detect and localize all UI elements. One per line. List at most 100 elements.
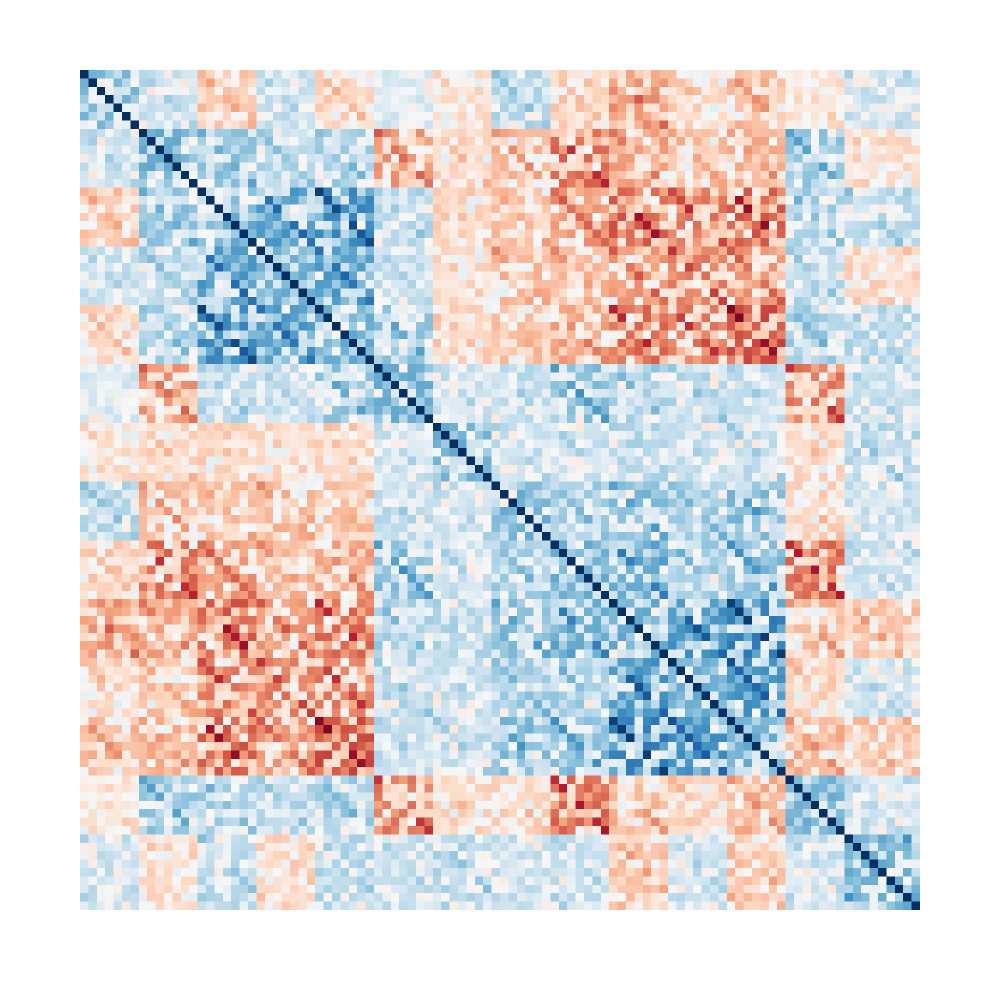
heatmap-cell (264, 414, 274, 424)
heatmap-cell (752, 322, 761, 331)
heatmap-cell (592, 170, 602, 180)
heatmap-cell (869, 431, 879, 440)
heatmap-cell (491, 254, 501, 264)
heatmap-cell (911, 204, 920, 214)
heatmap-cell (550, 448, 560, 457)
heatmap-cell (592, 238, 602, 247)
heatmap-cell (768, 464, 778, 474)
heatmap-cell (777, 221, 786, 230)
heatmap-cell (894, 473, 904, 482)
heatmap-cell (575, 355, 585, 365)
heatmap-cell (189, 263, 198, 272)
heatmap-cell (617, 120, 627, 130)
heatmap-cell (836, 414, 845, 424)
heatmap-cell (516, 254, 526, 264)
heatmap-cell (315, 338, 324, 348)
heatmap-cell (836, 246, 845, 256)
heatmap-cell (760, 481, 770, 491)
heatmap-cell (390, 422, 400, 432)
heatmap-cell (802, 162, 812, 172)
heatmap-cell (147, 78, 156, 88)
heatmap-cell (869, 397, 879, 407)
heatmap-cell (668, 112, 677, 121)
heatmap-cell (315, 120, 324, 130)
heatmap-cell (542, 212, 551, 222)
heatmap-cell (600, 288, 610, 298)
heatmap-cell (491, 271, 501, 281)
heatmap-cell (718, 406, 728, 415)
heatmap-cell (668, 238, 677, 247)
heatmap-cell (214, 305, 224, 314)
heatmap-cell (323, 338, 333, 348)
heatmap-cell (424, 221, 434, 230)
heatmap-cell (844, 229, 854, 239)
heatmap-cell (684, 473, 694, 482)
heatmap-cell (222, 406, 232, 415)
heatmap-cell (659, 406, 669, 415)
heatmap-diagonal-cell (416, 406, 425, 415)
heatmap-cell (777, 422, 786, 432)
heatmap-cell (474, 179, 484, 188)
heatmap-cell (634, 128, 644, 138)
heatmap-cell (642, 238, 652, 247)
heatmap-cell (180, 330, 190, 340)
heatmap-cell (600, 196, 610, 205)
heatmap-cell (248, 212, 257, 222)
heatmap-cell (449, 103, 459, 113)
heatmap-cell (735, 338, 744, 348)
heatmap-cell (726, 347, 736, 356)
heatmap-cell (651, 254, 660, 264)
heatmap-cell (290, 95, 299, 104)
heatmap-cell (827, 154, 837, 163)
heatmap-cell (575, 414, 585, 424)
heatmap-cell (701, 473, 711, 482)
heatmap-cell (449, 145, 459, 155)
heatmap-cell (155, 263, 165, 272)
heatmap-cell (441, 103, 450, 113)
heatmap-cell (80, 431, 89, 440)
heatmap-cell (88, 145, 98, 155)
heatmap-cell (617, 196, 627, 205)
heatmap-cell (718, 263, 728, 272)
heatmap-cell (122, 154, 131, 163)
heatmap-cell (365, 431, 375, 440)
heatmap-cell (122, 103, 131, 113)
heatmap-cell (432, 221, 442, 230)
heatmap-cell (340, 296, 350, 306)
heatmap-cell (231, 162, 240, 172)
heatmap-cell (432, 229, 442, 239)
heatmap-cell (432, 431, 442, 440)
heatmap-cell (382, 305, 392, 314)
heatmap-cell (273, 406, 282, 415)
heatmap-cell (592, 473, 602, 482)
heatmap-cell (894, 364, 904, 373)
heatmap-cell (550, 70, 560, 79)
heatmap-cell (382, 431, 392, 440)
heatmap-cell (785, 212, 795, 222)
heatmap-cell (96, 145, 106, 155)
heatmap-cell (533, 212, 543, 222)
heatmap-cell (441, 145, 450, 155)
heatmap-cell (416, 86, 425, 96)
heatmap-cell (659, 238, 669, 247)
heatmap-cell (164, 179, 173, 188)
heatmap-cell (273, 330, 282, 340)
heatmap-cell (424, 322, 434, 331)
heatmap-cell (768, 347, 778, 356)
heatmap-cell (332, 229, 341, 239)
heatmap-cell (424, 288, 434, 298)
heatmap-cell (172, 86, 182, 96)
heatmap-cell (306, 179, 316, 188)
heatmap-cell (550, 179, 560, 188)
heatmap-cell (147, 238, 156, 247)
heatmap-cell (777, 120, 786, 130)
heatmap-cell (642, 263, 652, 272)
heatmap-cell (827, 397, 837, 407)
heatmap-cell (407, 473, 417, 482)
heatmap-cell (886, 154, 896, 163)
heatmap-cell (558, 372, 568, 382)
heatmap-cell (777, 254, 786, 264)
heatmap-cell (273, 380, 282, 390)
heatmap-cell (138, 322, 148, 331)
heatmap-cell (592, 187, 602, 197)
